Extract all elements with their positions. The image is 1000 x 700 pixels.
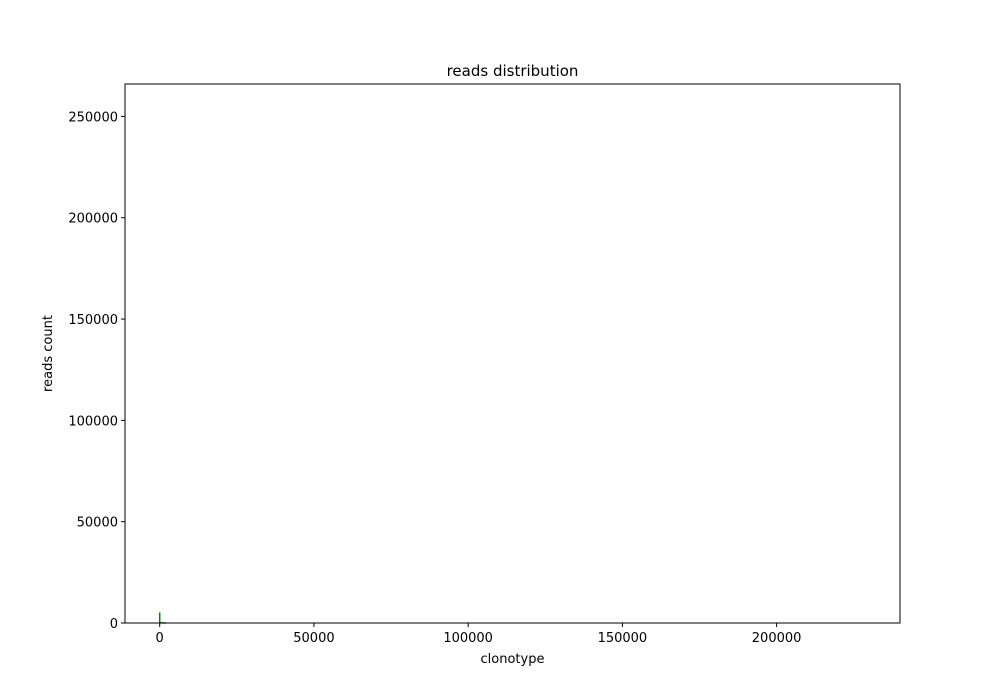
x-tick-label: 0: [156, 631, 164, 646]
chart-title: reads distribution: [447, 62, 579, 80]
plot-area-background: [125, 84, 900, 623]
x-tick-label: 50000: [293, 631, 334, 646]
x-tick-label: 150000: [598, 631, 648, 646]
x-axis-label: clonotype: [481, 652, 545, 667]
y-tick-label: 100000: [68, 414, 118, 429]
y-tick-label: 50000: [77, 516, 118, 531]
y-axis-label: reads count: [41, 315, 56, 392]
y-tick-label: 200000: [68, 212, 118, 227]
y-tick-label: 0: [110, 617, 118, 632]
x-tick-label: 200000: [752, 631, 802, 646]
y-tick-label: 250000: [68, 110, 118, 125]
y-tick-label: 150000: [68, 313, 118, 328]
x-axis-ticks: 0 50000 100000 150000 200000: [156, 623, 802, 646]
x-tick-label: 100000: [443, 631, 493, 646]
y-axis-ticks: 0 50000 100000 150000 200000 250000: [68, 110, 125, 632]
plot-area-frame: [124, 83, 901, 624]
